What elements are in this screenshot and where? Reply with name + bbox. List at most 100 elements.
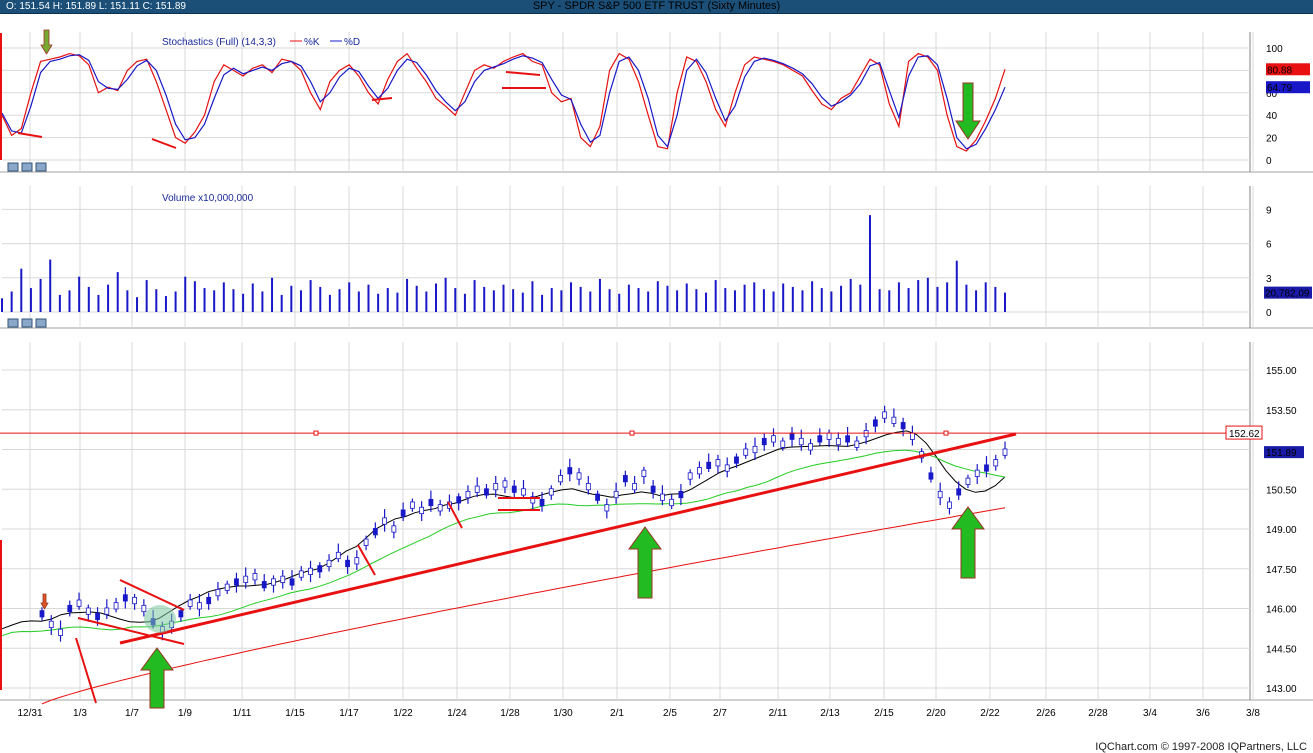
price-candle-body <box>122 594 128 602</box>
price-candle-body <box>474 485 480 493</box>
copyright-footer: IQChart.com © 1997-2008 IQPartners, LLC <box>1095 741 1307 753</box>
price-candle-body <box>493 483 499 491</box>
k-value-badge <box>1266 63 1310 76</box>
price-candle-body <box>965 477 971 485</box>
x-axis-label: 2/26 <box>1036 708 1056 719</box>
price-candle-body <box>835 437 841 446</box>
price-candle-body <box>400 509 406 517</box>
stochastic-tick-label: 20 <box>1266 134 1278 145</box>
x-axis-label: 2/22 <box>980 708 1000 719</box>
x-axis-label: 1/15 <box>285 708 305 719</box>
price-candle-body <box>113 602 119 610</box>
price-candle-body <box>845 435 850 443</box>
price-tick-label: 155.00 <box>1266 366 1297 377</box>
price-candle-body <box>215 589 221 597</box>
panel-control-icon <box>35 318 47 328</box>
x-axis-label: 2/5 <box>663 708 677 719</box>
price-candle-body <box>576 472 582 480</box>
stochastic-k-line <box>1 52 1006 152</box>
price-candle-body <box>437 504 443 512</box>
price-candle-body <box>345 559 350 568</box>
resistance-handle <box>943 430 949 436</box>
price-candle-body <box>178 610 184 618</box>
price-candle-body <box>280 575 286 583</box>
price-candle-body <box>428 498 434 507</box>
price-candle-body <box>826 432 832 440</box>
stochastic-annotation <box>371 97 393 101</box>
stochastic-annotation <box>505 71 541 76</box>
x-axis-label: 2/28 <box>1088 708 1108 719</box>
down-arrow-icon <box>955 82 981 140</box>
chart-title: SPY - SPDR S&P 500 ETF TRUST (Sixty Minu… <box>532 0 781 12</box>
price-candle-body <box>67 604 73 613</box>
price-candle-body <box>595 493 600 501</box>
price-candle-body <box>521 488 526 496</box>
price-candle-body <box>548 488 554 496</box>
price-candle-body <box>910 432 915 440</box>
price-candle-body <box>409 501 415 509</box>
x-axis-label: 1/9 <box>178 708 192 719</box>
price-candle-body <box>604 504 610 512</box>
k-value-badge-label: 80.88 <box>1267 65 1292 76</box>
stochastic-tick-label: 100 <box>1266 44 1283 55</box>
x-axis-label: 2/11 <box>769 708 788 719</box>
price-candle-body <box>132 596 137 605</box>
x-axis-label: 1/28 <box>500 708 520 719</box>
x-axis-label: 2/20 <box>926 708 946 719</box>
d-value-badge-label: 64.79 <box>1267 83 1292 94</box>
price-candle-body <box>1002 448 1008 456</box>
x-axis-label: 12/31 <box>17 708 42 719</box>
volume-tick-label: 0 <box>1266 308 1272 319</box>
price-candle-body <box>808 443 813 451</box>
x-axis-label: 2/15 <box>874 708 894 719</box>
price-candle-body <box>724 464 730 472</box>
price-candle-body <box>206 596 212 605</box>
price-tick-label: 149.00 <box>1266 525 1297 536</box>
price-candle-body <box>104 607 110 615</box>
price-candle-body <box>650 485 656 493</box>
down-arrow-icon <box>40 593 49 610</box>
resistance-handle <box>629 430 635 436</box>
price-candle-body <box>141 604 147 613</box>
price-candle-body <box>76 599 82 607</box>
price-candle-body <box>669 498 675 507</box>
volume-value-badge-label: 20,782,09 <box>1265 289 1310 300</box>
panel-control-icon <box>35 162 47 172</box>
x-axis-label: 1/22 <box>393 708 413 719</box>
price-candle-body <box>817 435 823 443</box>
panel-control-icon <box>7 318 19 328</box>
x-axis-label: 3/8 <box>1246 708 1260 719</box>
price-candle-body <box>363 538 369 546</box>
price-candle-body <box>872 419 878 427</box>
x-axis-label: 1/7 <box>125 708 139 719</box>
last-price-badge <box>1264 446 1304 459</box>
price-candle-body <box>585 483 591 491</box>
up-arrow-icon <box>628 526 662 599</box>
price-candle-body <box>947 501 952 509</box>
price-candle-body <box>706 461 712 469</box>
price-candle-body <box>308 567 313 575</box>
price-candle-body <box>539 498 545 507</box>
volume-tick-label: 6 <box>1266 240 1272 251</box>
price-candle-body <box>678 490 684 499</box>
volume-tick-label: 3 <box>1266 274 1272 285</box>
price-candle-body <box>734 456 739 464</box>
trend-annotation <box>75 637 97 704</box>
price-candle-body <box>863 430 869 438</box>
x-axis-label: 1/3 <box>73 708 87 719</box>
long-moving-average <box>41 507 1006 705</box>
stochastic-tick-label: 0 <box>1266 156 1272 167</box>
price-candle-body <box>317 565 323 573</box>
price-candle-body <box>780 440 786 448</box>
d-value-badge <box>1266 81 1310 94</box>
price-candle-body <box>502 480 508 488</box>
x-axis-label: 3/6 <box>1196 708 1210 719</box>
price-candle-body <box>465 490 471 499</box>
price-candle-body <box>974 469 980 477</box>
last-price-badge-label: 151.89 <box>1266 448 1297 459</box>
x-axis-label: 2/13 <box>820 708 840 719</box>
trend-annotation <box>77 617 185 645</box>
price-tick-label: 146.00 <box>1266 605 1297 616</box>
price-candle-body <box>956 488 962 496</box>
